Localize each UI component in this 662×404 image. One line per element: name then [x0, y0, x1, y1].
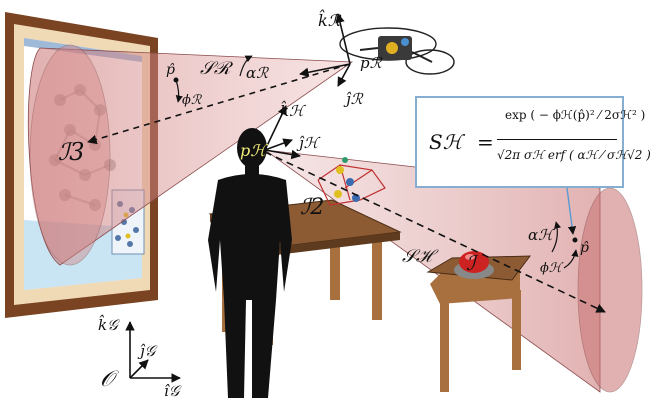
- quadcopter: [339, 27, 455, 75]
- robot-cone-base: [29, 44, 111, 266]
- label-s-h: 𝒮ℋ: [402, 246, 439, 267]
- label-p-hat-right: p̂: [580, 240, 589, 256]
- label-origin: 𝒪: [100, 367, 119, 392]
- label-i2: ℐ2: [300, 195, 324, 220]
- alpha-h-arc: [551, 221, 562, 253]
- formula-denominator: √2π σℋ erf ( αℋ ⁄ σℋ√2 ): [497, 148, 651, 162]
- label-s-r: 𝒮ℛ: [200, 58, 234, 79]
- alpha-r-arc: [239, 55, 253, 77]
- global-j-axis: [129, 359, 149, 379]
- formula-numerator: exp ( − ϕℋ(p̂)² ⁄ 2σℋ² ): [505, 108, 646, 122]
- label-k-h: k̂ℋ: [280, 101, 306, 120]
- label-i3: ℐ3: [58, 138, 85, 166]
- human-cone-base: [577, 187, 643, 393]
- robot-j-axis: [337, 63, 351, 87]
- robot-view-cone: [27, 47, 354, 266]
- label-j-g: ĵ𝒢: [137, 342, 158, 360]
- label-k-r: k̂ℛ: [318, 10, 342, 30]
- table-leg: [330, 230, 340, 300]
- p-hat-point-human: [572, 237, 578, 243]
- formula-lhs: Sℋ: [429, 130, 463, 154]
- formula-equals: =: [477, 130, 494, 154]
- formula-fraction-bar: [497, 139, 617, 140]
- label-alpha-h: αℋ: [528, 226, 555, 244]
- label-k-g: k̂𝒢: [98, 315, 120, 334]
- label-phi-h: ϕℋ: [540, 261, 564, 276]
- table-leg: [440, 300, 449, 392]
- human-i-axis: [264, 149, 301, 160]
- human-gaze-line: [264, 151, 606, 313]
- label-p-r: pℛ: [360, 54, 383, 72]
- phi-h-arc: [563, 249, 579, 269]
- table-leg: [372, 242, 382, 320]
- drone-rotor-guard: [405, 49, 455, 75]
- table-leg: [512, 290, 521, 370]
- label-p-h: pℋ: [240, 141, 268, 160]
- label-phi-r: ϕℛ: [182, 93, 203, 108]
- label-p-hat-top: p̂: [166, 62, 175, 78]
- label-j-r: ĵℛ: [343, 90, 364, 108]
- human-j-axis: [264, 138, 293, 151]
- p-hat-point-robot: [173, 77, 179, 83]
- formula-box: Sℋ = exp ( − ϕℋ(p̂)² ⁄ 2σℋ² ) √2π σℋ erf…: [415, 96, 651, 188]
- side-table: [426, 251, 532, 392]
- human-silhouette: [208, 128, 292, 398]
- robot-i-axis: [299, 63, 351, 78]
- label-i-g: î𝒢: [164, 382, 182, 400]
- label-alpha-r: αℛ: [246, 64, 269, 82]
- formula-pointer: [566, 187, 577, 235]
- label-j-h: ĵℋ: [296, 134, 321, 152]
- robot-k-axis: [335, 13, 351, 65]
- human-k-axis: [264, 105, 287, 151]
